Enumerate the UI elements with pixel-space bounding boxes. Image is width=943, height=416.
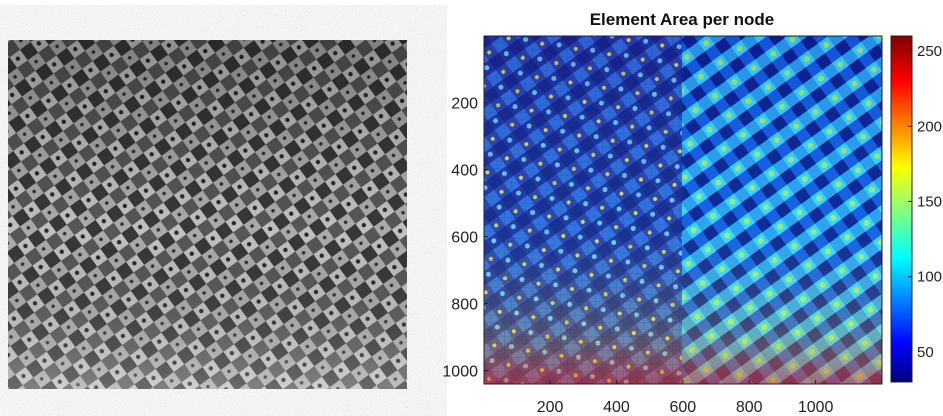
y-axis: 200 400 600 800 1000 bbox=[442, 96, 488, 381]
colorbar-tick-label: 100 bbox=[917, 269, 942, 286]
x-tick-label: 800 bbox=[736, 399, 763, 416]
colorbar-tick-label: 200 bbox=[917, 118, 942, 135]
y-tick-label: 1000 bbox=[442, 364, 478, 381]
y-tick-label: 200 bbox=[451, 96, 478, 113]
x-tick-label: 1000 bbox=[798, 399, 834, 416]
y-tick-label: 400 bbox=[451, 163, 478, 180]
x-tick-label: 200 bbox=[537, 399, 564, 416]
y-tick-label: 600 bbox=[451, 230, 478, 247]
heatmap-image bbox=[484, 36, 882, 384]
fabric-photo bbox=[8, 40, 407, 389]
colorbar-tick-label: 50 bbox=[917, 344, 934, 361]
y-tick-label: 800 bbox=[451, 297, 478, 314]
mesh-overlay bbox=[484, 36, 682, 384]
colorbar-tick-label: 250 bbox=[917, 43, 942, 60]
chart-title: Element Area per node bbox=[590, 10, 775, 29]
x-axis: 200 400 600 800 1000 bbox=[537, 380, 834, 416]
x-tick-label: 600 bbox=[669, 399, 696, 416]
x-tick-label: 400 bbox=[603, 399, 630, 416]
colorbar-axis: 50 100 150 200 250 bbox=[908, 43, 942, 361]
colorbar-tick-label: 150 bbox=[917, 193, 942, 210]
colorbar bbox=[890, 35, 913, 383]
